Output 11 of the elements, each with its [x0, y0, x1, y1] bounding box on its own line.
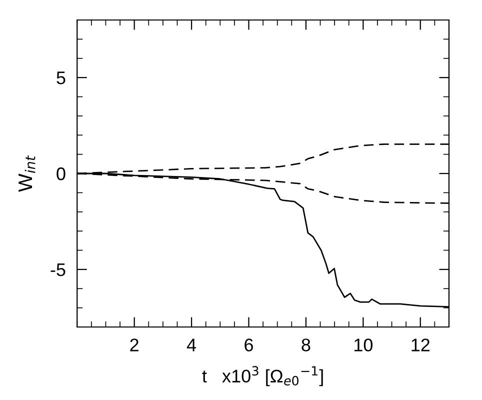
y-tick-label: 5 [56, 72, 66, 84]
x-tick-label: 8 [302, 338, 310, 352]
x-tick-label: 6 [244, 338, 253, 352]
x-tick-label: 4 [186, 338, 196, 352]
x-axis-title: t x10$^{3}$ [Ω$_{e0}$$^{−1}$] [202, 366, 323, 386]
y-tick-label: -5 [50, 264, 66, 276]
y-tick-label: 0 [56, 167, 66, 180]
x-tick-label: 10 [354, 338, 373, 352]
x-tick-label: 12 [412, 338, 430, 352]
y-axis-title: W$_{int}$ [18, 155, 36, 192]
x-tick-label: 2 [130, 338, 138, 352]
